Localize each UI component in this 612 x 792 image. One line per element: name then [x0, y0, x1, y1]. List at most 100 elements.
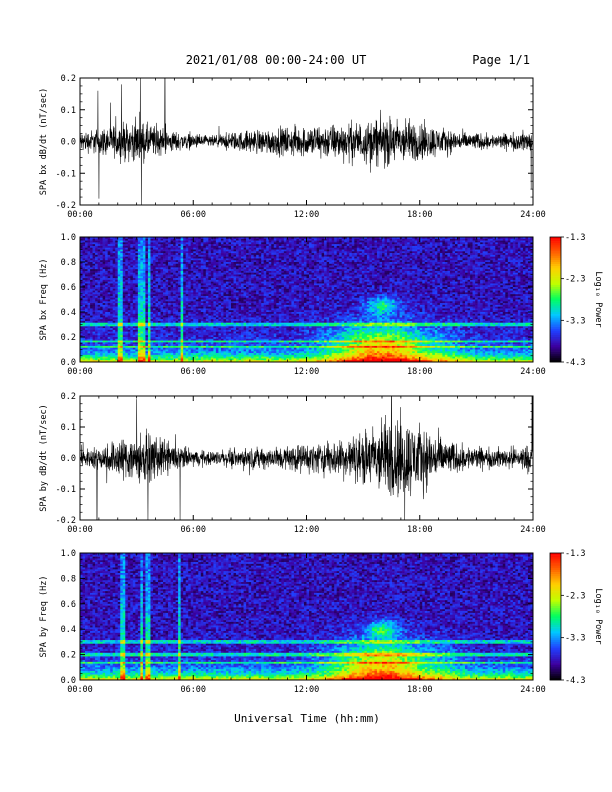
spectrogram-cell	[173, 322, 176, 325]
spectrogram-cell	[241, 326, 244, 329]
spectrogram-cell	[135, 281, 139, 284]
spectrogram-cell	[170, 285, 174, 288]
spectrogram-cell	[92, 237, 96, 240]
spectrogram-cell	[203, 288, 207, 291]
spectrogram-cell	[105, 306, 108, 309]
spectrogram-cell	[158, 245, 161, 249]
spectrogram-cell	[238, 347, 242, 350]
spectrogram-cell	[246, 265, 249, 268]
spectrogram-cell	[188, 345, 192, 349]
spectrogram-cell	[203, 347, 207, 350]
spectrogram-cell	[147, 240, 151, 243]
spectrogram-cell	[130, 331, 134, 334]
spectrogram-cell	[205, 276, 209, 279]
spectrogram-cell	[85, 238, 88, 241]
spectrogram-cell	[248, 304, 252, 307]
spectrogram-cell	[107, 274, 111, 277]
spectrogram-cell	[175, 295, 179, 299]
spectrogram-cell	[163, 292, 166, 295]
spectrogram-cell	[82, 262, 86, 265]
spectrogram-cell	[152, 247, 156, 250]
spectrogram-cell	[238, 253, 242, 256]
spectrogram-cell	[223, 285, 227, 288]
spectrogram-cell	[213, 281, 217, 284]
spectrogram-cell	[112, 269, 116, 272]
spectrogram-cell	[147, 312, 151, 315]
spectrogram-cell	[95, 262, 98, 265]
spectrogram-cell	[152, 295, 156, 299]
spectrogram-cell	[213, 238, 217, 241]
spectrogram-cell	[231, 288, 234, 291]
spectrogram-cell	[238, 360, 242, 363]
spectrogram-cell	[80, 303, 83, 306]
spectrogram-cell	[190, 331, 194, 334]
spectrogram-cell	[105, 342, 108, 345]
spectrogram-cell	[90, 322, 93, 325]
spectrogram-cell	[180, 354, 184, 357]
spectrogram-cell	[203, 306, 207, 309]
spectrogram-cell	[205, 247, 209, 250]
spectrogram-cell	[170, 347, 174, 350]
spectrogram-cell	[112, 310, 116, 313]
spectrogram-cell	[95, 285, 98, 288]
spectrogram-cell	[183, 335, 186, 338]
spectrogram-cell	[97, 303, 101, 306]
spectrogram-cell	[183, 347, 186, 350]
spectrogram-cell	[132, 269, 136, 272]
spectrogram-cell	[112, 292, 116, 295]
spectrogram-cell	[220, 238, 224, 241]
spectrogram-cell	[145, 360, 149, 363]
spectrogram-cell	[137, 349, 141, 352]
spectrogram-cell	[178, 320, 181, 324]
spectrogram-cell	[253, 276, 257, 279]
spectrogram-cell	[120, 358, 124, 361]
spectrogram-cell	[213, 245, 217, 249]
spectrogram-cell	[233, 304, 237, 307]
spectrogram-cell	[160, 319, 164, 322]
spectrogram-cell	[150, 254, 154, 257]
spectrogram-cell	[200, 303, 204, 306]
spectrogram-cell	[218, 244, 222, 247]
spectrogram-cell	[238, 262, 242, 265]
spectrogram-cell	[243, 269, 247, 272]
spectrogram-cell	[152, 333, 156, 336]
spectrogram-cell	[175, 269, 179, 272]
spectrogram-cell	[190, 358, 194, 361]
spectrogram-cell	[107, 253, 111, 256]
spectrogram-cell	[231, 238, 234, 241]
spectrogram-cell	[238, 344, 242, 347]
spectrogram-cell	[228, 344, 232, 347]
spectrogram-cell	[231, 319, 234, 322]
spectrogram-cell	[200, 237, 204, 240]
spectrogram-cell	[132, 290, 136, 293]
spectrogram-cell	[150, 272, 154, 275]
spectrogram-cell	[80, 347, 83, 350]
spectrogram-cell	[218, 303, 222, 306]
spectrogram-cell	[213, 328, 217, 331]
spectrogram-cell	[190, 313, 194, 316]
spectrogram-cell	[85, 287, 88, 290]
spectrogram-cell	[147, 328, 151, 331]
spectrogram-cell	[127, 240, 131, 243]
spectrogram-cell	[223, 356, 227, 359]
spectrogram-cell	[175, 320, 179, 324]
spectrogram-cell	[90, 299, 93, 302]
spectrogram-cell	[236, 326, 239, 329]
spectrogram-cell	[218, 292, 222, 295]
spectrogram-cell	[160, 288, 164, 291]
spectrogram-cell	[102, 247, 106, 250]
spectrogram-cell	[100, 319, 103, 322]
spectrogram-cell	[97, 349, 101, 352]
spectrogram-cell	[97, 267, 101, 270]
spectrogram-cell	[190, 335, 194, 338]
spectrogram-cell	[117, 353, 121, 356]
spectrogram-cell	[178, 297, 181, 300]
spectrogram-cell	[92, 299, 96, 302]
spectrogram-cell	[127, 274, 131, 277]
spectrogram-cell	[215, 313, 219, 316]
spectrogram-cell	[215, 360, 219, 363]
spectrogram-cell	[158, 312, 161, 315]
spectrogram-cell	[135, 294, 139, 297]
spectrogram-cell	[163, 317, 166, 320]
spectrogram-cell	[102, 338, 106, 341]
